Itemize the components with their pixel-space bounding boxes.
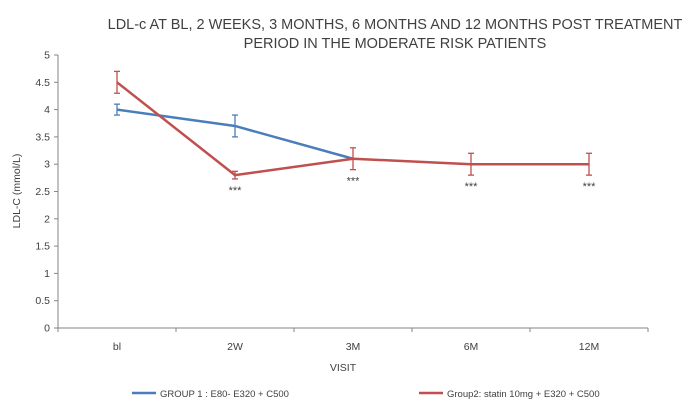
- error-bar-series-2-2W: [232, 170, 238, 180]
- y-tick-label: 0.5: [35, 295, 50, 307]
- significance-marker-6M: ***: [465, 181, 479, 193]
- chart-title-line-2: PERIOD IN THE MODERATE RISK PATIENTS: [244, 36, 547, 52]
- error-bar-series-2-bl: [114, 70, 120, 94]
- significance-marker-3M: ***: [347, 176, 361, 188]
- chart-title-line-1: LDL-c AT BL, 2 WEEKS, 3 MONTHS, 6 MONTHS…: [108, 17, 683, 33]
- y-axis-label: LDL-C (mmol/L): [11, 154, 23, 229]
- error-bar-series-2-3M: [350, 147, 356, 171]
- y-tick-label: 5: [44, 50, 50, 62]
- y-tick-label: 2.5: [35, 186, 50, 198]
- x-tick-label-3M: 3M: [346, 341, 361, 353]
- significance-marker-2W: ***: [229, 185, 243, 197]
- x-tick-label-6M: 6M: [464, 341, 479, 353]
- y-tick-label: 1: [44, 268, 50, 280]
- y-tick-label: 4.5: [35, 77, 50, 89]
- x-axis-label: VISIT: [330, 362, 357, 374]
- legend-label-group2: Group2: statin 10mg + E320 + C500: [447, 389, 600, 400]
- error-bar-series-1-2W: [232, 114, 238, 138]
- x-tick-label-bl: bl: [113, 341, 121, 353]
- legend-label-group1: GROUP 1 : E80- E320 + C500: [160, 389, 289, 400]
- x-tick-label-12M: 12M: [579, 341, 599, 353]
- y-tick-label: 0: [44, 323, 50, 335]
- y-tick-label: 1.5: [35, 241, 50, 253]
- significance-marker-12M: ***: [583, 181, 597, 193]
- error-bar-series-2-6M: [468, 152, 474, 176]
- error-bar-series-2-12M: [586, 152, 592, 176]
- x-tick-label-2W: 2W: [227, 341, 243, 353]
- y-tick-label: 3.5: [35, 131, 50, 143]
- y-tick-label: 4: [44, 104, 50, 116]
- y-tick-label: 2: [44, 213, 50, 225]
- y-tick-label: 3: [44, 159, 50, 171]
- legend: GROUP 1 : E80- E320 + C500 Group2: stati…: [132, 389, 600, 400]
- plot-area: 0 0.5 1 1.5 2 2.5 3 3.5 4 4.5 5 bl 2W 3M 6M 12M *** *** **…: [35, 50, 649, 353]
- error-bar-series-1-bl: [114, 103, 120, 116]
